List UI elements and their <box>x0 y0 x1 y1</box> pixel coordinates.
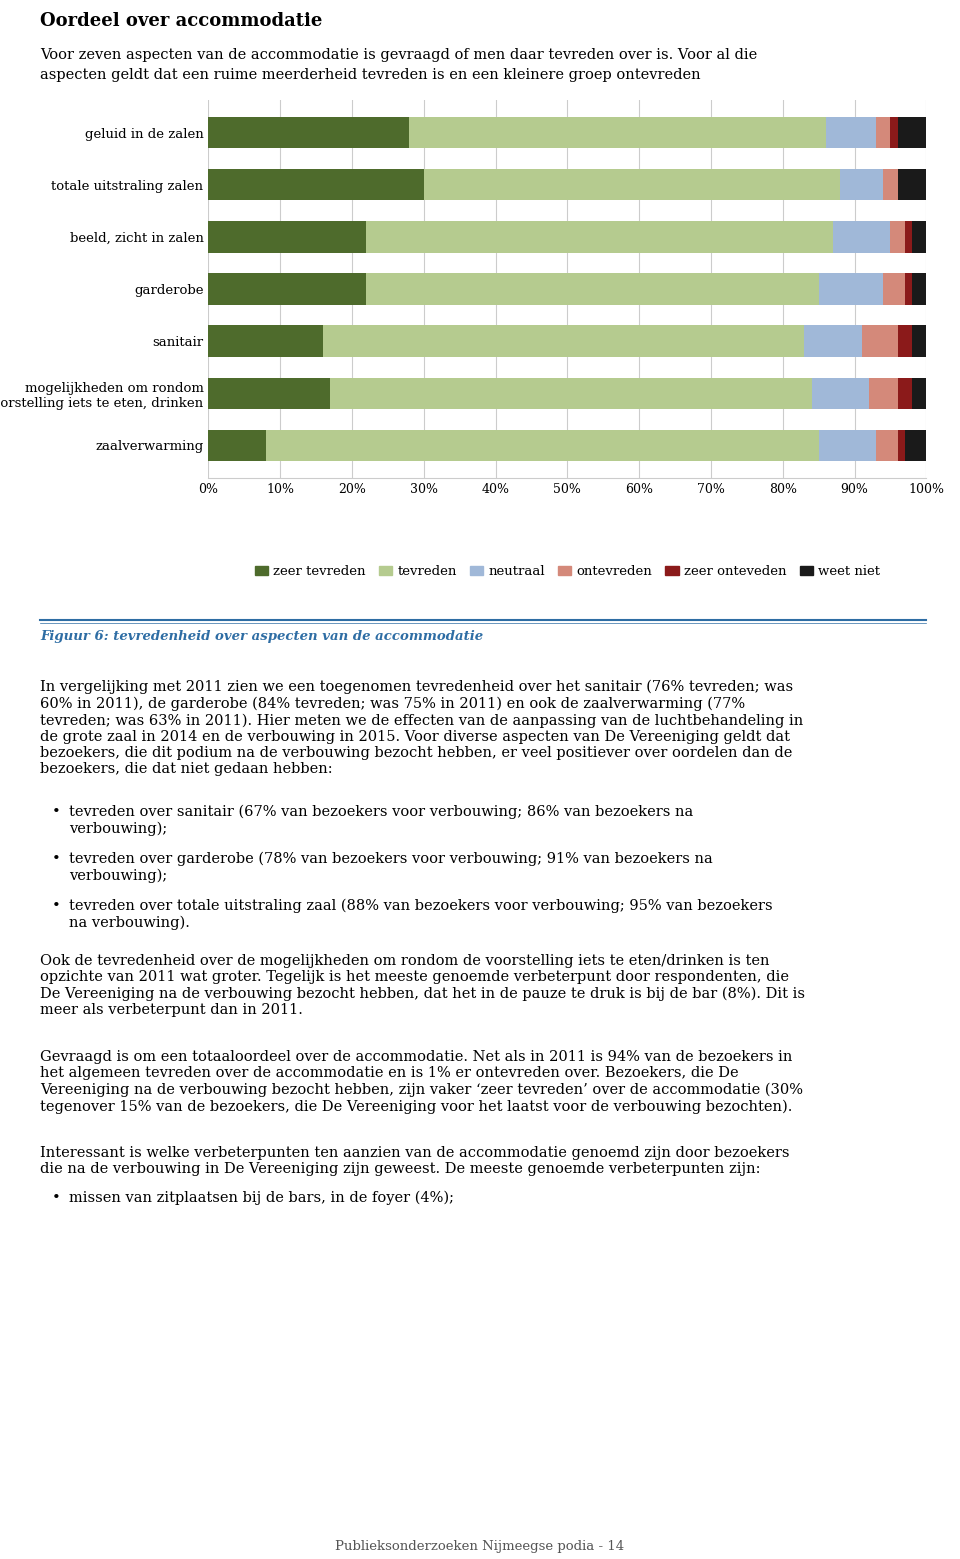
Bar <box>330 377 811 408</box>
Bar <box>208 326 324 357</box>
Bar <box>876 117 891 148</box>
Text: •: • <box>52 804 60 818</box>
Text: Gevraagd is om een totaaloordeel over de accommodatie. Net als in 2011 is 94% va: Gevraagd is om een totaaloordeel over de… <box>40 1051 804 1113</box>
Text: Figuur 6: tevredenheid over aspecten van de accommodatie: Figuur 6: tevredenheid over aspecten van… <box>40 630 484 642</box>
Bar <box>324 326 804 357</box>
Bar <box>912 326 926 357</box>
Bar <box>898 170 926 201</box>
Text: •: • <box>52 853 60 865</box>
Bar <box>826 117 876 148</box>
Bar <box>266 430 819 461</box>
Text: Oordeel over accommodatie: Oordeel over accommodatie <box>40 12 323 30</box>
Bar <box>804 326 862 357</box>
Bar <box>423 170 840 201</box>
Bar <box>862 326 898 357</box>
Bar <box>891 221 905 253</box>
Bar <box>905 430 926 461</box>
Bar <box>840 170 883 201</box>
Bar <box>208 377 330 408</box>
Bar <box>912 273 926 304</box>
Bar <box>905 273 912 304</box>
Text: tevreden over totale uitstraling zaal (88% van bezoekers voor verbouwing; 95% va: tevreden over totale uitstraling zaal (8… <box>69 900 773 931</box>
Text: Interessant is welke verbeterpunten ten aanzien van de accommodatie genoemd zijn: Interessant is welke verbeterpunten ten … <box>40 1146 790 1175</box>
Bar <box>898 430 905 461</box>
Bar <box>883 170 898 201</box>
Bar <box>367 221 833 253</box>
Bar <box>869 377 898 408</box>
Text: tevreden over garderobe (78% van bezoekers voor verbouwing; 91% van bezoekers na: tevreden over garderobe (78% van bezoeke… <box>69 853 713 882</box>
Bar <box>898 326 912 357</box>
Bar <box>811 377 869 408</box>
Text: missen van zitplaatsen bij de bars, in de foyer (4%);: missen van zitplaatsen bij de bars, in d… <box>69 1191 454 1205</box>
Bar <box>833 221 891 253</box>
Bar <box>208 221 367 253</box>
Legend: zeer tevreden, tevreden, neutraal, ontevreden, zeer onteveden, weet niet: zeer tevreden, tevreden, neutraal, ontev… <box>250 560 885 583</box>
Text: tevreden over sanitair (67% van bezoekers voor verbouwing; 86% van bezoekers na
: tevreden over sanitair (67% van bezoeker… <box>69 804 693 836</box>
Bar <box>208 170 423 201</box>
Text: Publieksonderzoeken Nijmeegse podia - 14: Publieksonderzoeken Nijmeegse podia - 14 <box>335 1540 625 1553</box>
Bar <box>883 273 905 304</box>
Bar <box>898 377 912 408</box>
Bar <box>367 273 819 304</box>
Bar <box>891 117 898 148</box>
Text: Ook de tevredenheid over de mogelijkheden om rondom de voorstelling iets te eten: Ook de tevredenheid over de mogelijkhede… <box>40 954 805 1016</box>
Bar <box>898 117 926 148</box>
Bar <box>912 221 926 253</box>
Bar <box>876 430 898 461</box>
Text: •: • <box>52 900 60 914</box>
Bar <box>912 377 926 408</box>
Text: •: • <box>52 1191 60 1205</box>
Text: Voor zeven aspecten van de accommodatie is gevraagd of men daar tevreden over is: Voor zeven aspecten van de accommodatie … <box>40 48 757 62</box>
Bar <box>819 430 876 461</box>
Bar <box>819 273 883 304</box>
Bar <box>208 430 266 461</box>
Bar <box>409 117 826 148</box>
Bar <box>208 117 409 148</box>
Text: aspecten geldt dat een ruime meerderheid tevreden is en een kleinere groep ontev: aspecten geldt dat een ruime meerderheid… <box>40 69 701 83</box>
Bar <box>905 221 912 253</box>
Bar <box>208 273 367 304</box>
Text: In vergelijking met 2011 zien we een toegenomen tevredenheid over het sanitair (: In vergelijking met 2011 zien we een toe… <box>40 680 804 776</box>
